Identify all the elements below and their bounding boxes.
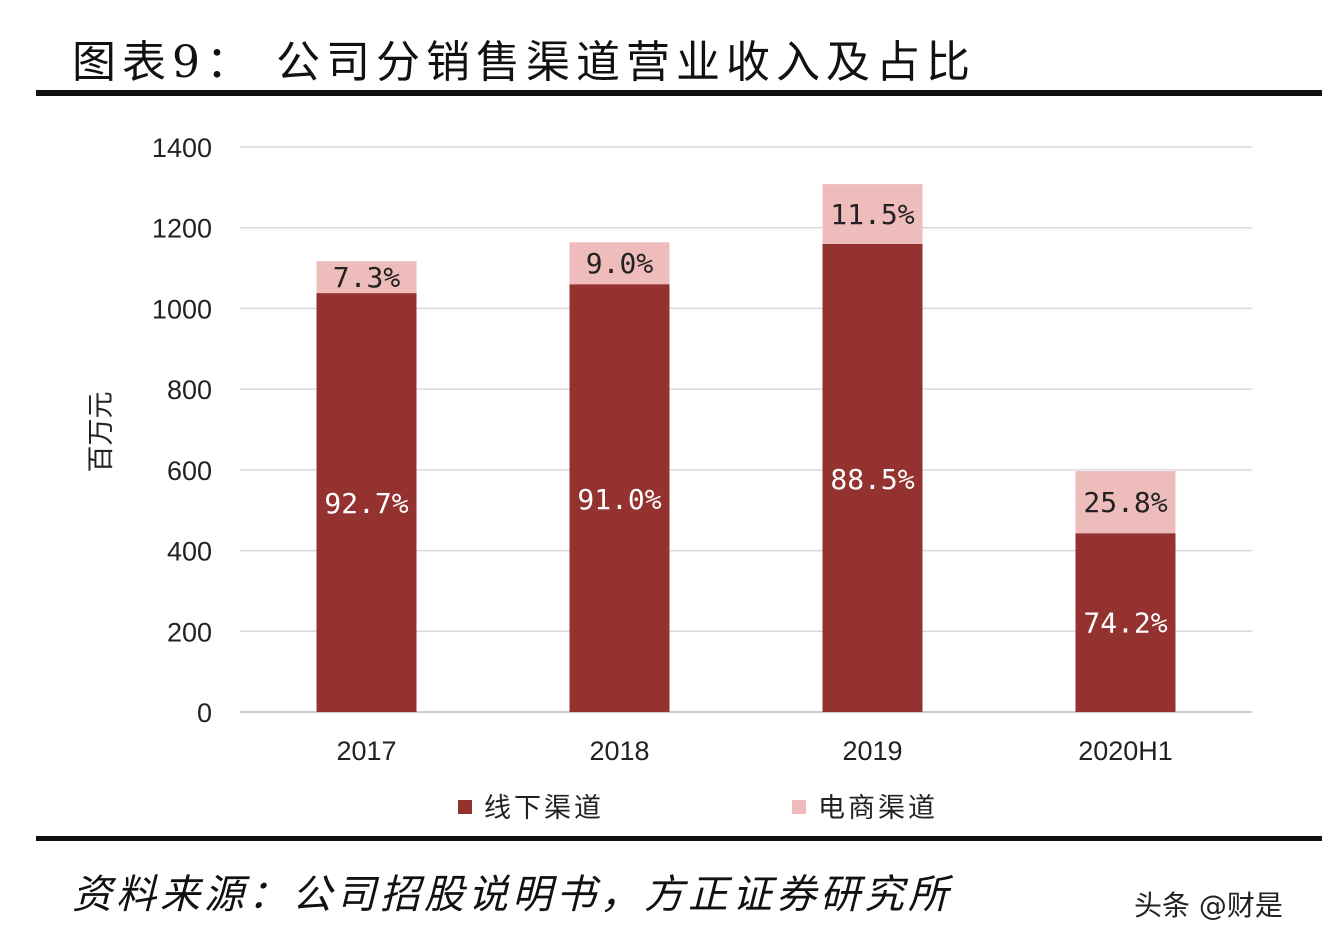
watermark: 头条 @财是: [1134, 889, 1283, 922]
bar-ecommerce: [822, 184, 923, 244]
data-label: 92.7%: [324, 487, 408, 520]
y-tick-label: 0: [197, 698, 212, 728]
y-tick-label: 1400: [152, 133, 212, 163]
bar-ecommerce: [1075, 471, 1176, 534]
legend-swatch: [458, 800, 472, 814]
legend-label: 线下渠道: [484, 793, 604, 823]
y-tick-label: 400: [167, 537, 212, 567]
y-axis-label: 百万元: [86, 392, 116, 473]
data-label: 11.5%: [830, 198, 914, 231]
x-tick-label: 2019: [842, 736, 902, 766]
y-tick-label: 800: [167, 375, 212, 405]
data-label: 9.0%: [586, 247, 654, 280]
bar-ecommerce: [569, 242, 670, 285]
y-tick-label: 1200: [152, 214, 212, 244]
top-divider: [36, 90, 1322, 96]
y-tick-label: 1000: [152, 294, 212, 324]
legend-swatch: [792, 800, 806, 814]
data-label: 7.3%: [333, 261, 401, 294]
x-tick-label: 2018: [589, 736, 649, 766]
bar-offline: [1075, 533, 1176, 712]
bar-ecommerce: [316, 261, 417, 294]
x-tick-label: 2017: [336, 736, 396, 766]
bar-offline: [569, 284, 670, 712]
data-label: 88.5%: [830, 463, 914, 496]
bottom-divider: [36, 836, 1322, 841]
data-label: 74.2%: [1083, 607, 1167, 640]
data-label: 25.8%: [1083, 486, 1167, 519]
y-tick-label: 600: [167, 456, 212, 486]
figure-title: 图表9： 公司分销售渠道营业收入及占比: [72, 37, 976, 88]
x-tick-label: 2020H1: [1078, 736, 1173, 766]
data-label: 91.0%: [577, 483, 661, 516]
source-note: 资料来源：公司招股说明书，方正证券研究所: [72, 872, 952, 918]
bar-offline: [822, 243, 923, 712]
bar-offline: [316, 293, 417, 712]
legend-label: 电商渠道: [818, 793, 938, 823]
y-tick-label: 200: [167, 617, 212, 647]
